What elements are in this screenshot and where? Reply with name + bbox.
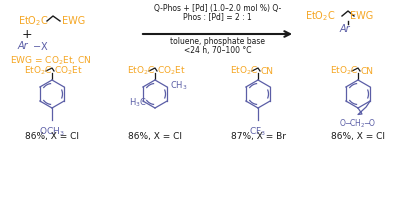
Text: 86%, X = Cl: 86%, X = Cl [25,132,79,140]
Text: +: + [22,27,33,41]
Text: EWG: EWG [62,16,85,26]
Text: EtO$_2$C: EtO$_2$C [330,65,359,77]
Text: CH$_3$: CH$_3$ [170,79,188,92]
Text: Phos : [Pd] = 2 : 1: Phos : [Pd] = 2 : 1 [183,13,252,22]
Text: EtO$_2$C: EtO$_2$C [230,65,259,77]
Text: Q-Phos + [Pd] (1.0–2.0 mol %) Q-: Q-Phos + [Pd] (1.0–2.0 mol %) Q- [154,5,281,13]
Text: CF$_3$: CF$_3$ [249,125,266,138]
Text: CN: CN [360,67,373,76]
Text: EtO$_2$C: EtO$_2$C [305,9,336,23]
Text: EWG: EWG [350,11,373,21]
Text: CO$_2$Et: CO$_2$Et [157,65,186,77]
Text: EWG = CO$_2$Et, CN: EWG = CO$_2$Et, CN [10,55,92,67]
Text: EtO$_2$C: EtO$_2$C [18,14,49,28]
Text: EtO$_2$C: EtO$_2$C [24,65,52,77]
Text: 86%, X = Cl: 86%, X = Cl [331,132,385,140]
Text: EtO$_2$C: EtO$_2$C [127,65,156,77]
Text: CO$_2$Et: CO$_2$Et [54,65,83,77]
Text: toluene, phosphate base: toluene, phosphate base [170,38,265,46]
Text: CN: CN [260,67,273,76]
Text: Ar: Ar [340,24,350,34]
Text: 86%, X = Cl: 86%, X = Cl [128,132,182,140]
Text: O$\!\!-\!\!$CH$_2\!\!-\!\!$O: O$\!\!-\!\!$CH$_2\!\!-\!\!$O [339,118,376,130]
Text: Ar: Ar [18,41,29,51]
Text: H$_3$C: H$_3$C [129,96,147,109]
Text: 87%, X = Br: 87%, X = Br [230,132,286,140]
Text: $-$X: $-$X [32,40,49,52]
Text: OCH$_3$: OCH$_3$ [39,125,65,138]
Text: <24 h, 70–100 °C: <24 h, 70–100 °C [184,46,251,54]
